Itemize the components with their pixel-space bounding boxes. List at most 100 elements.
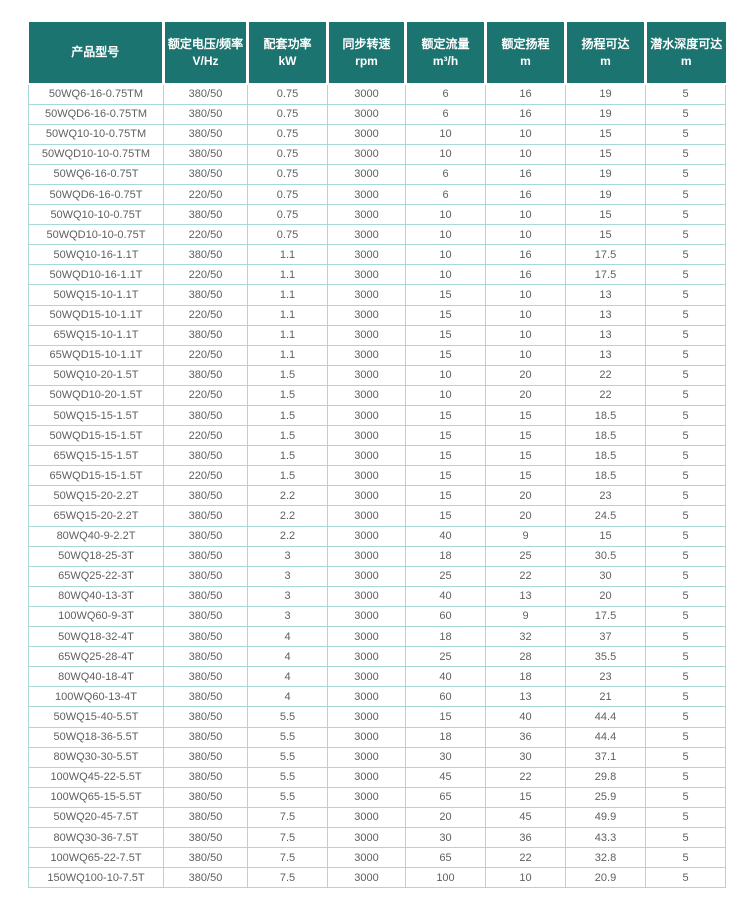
table-row: 50WQ10-10-0.75T 380/50 0.75 3000 10 10 15 5 <box>28 204 726 226</box>
table-cell: 15 <box>485 404 566 427</box>
table-cell: 40 <box>405 585 486 607</box>
table-cell: 10 <box>405 143 486 165</box>
column-header-submersion-depth: 潜水深度可达 m <box>644 22 726 85</box>
table-cell: 0.75 <box>247 83 328 105</box>
table-cell: 0.75 <box>247 204 328 226</box>
table-cell: 50WQ15-10-1.1T <box>28 284 164 306</box>
table-cell: 5 <box>645 143 726 165</box>
table-cell: 3000 <box>327 605 406 628</box>
table-cell: 50WQD6-16-0.75T <box>28 183 164 206</box>
table-row: 100WQ60-13-4T 380/50 4 3000 60 13 21 5 <box>28 686 726 708</box>
table-cell: 5 <box>645 344 726 366</box>
table-cell: 5 <box>645 425 726 447</box>
table-cell: 18 <box>485 666 566 688</box>
table-cell: 3000 <box>327 103 406 125</box>
table-cell: 5 <box>645 806 726 828</box>
table-cell: 5 <box>645 264 726 286</box>
table-cell: 15 <box>405 344 486 366</box>
table-cell: 80WQ30-30-5.5T <box>28 746 164 768</box>
table-cell: 37.1 <box>565 746 646 768</box>
table-cell: 220/50 <box>163 304 248 326</box>
table-cell: 100WQ65-15-5.5T <box>28 786 164 808</box>
table-cell: 220/50 <box>163 344 248 366</box>
table-cell: 7.5 <box>247 806 328 828</box>
table-cell: 1.5 <box>247 445 328 467</box>
table-row: 100WQ65-15-5.5T 380/50 5.5 3000 65 15 25.9 5 <box>28 786 726 808</box>
table-cell: 22 <box>485 766 566 788</box>
table-cell: 2.2 <box>247 525 328 547</box>
table-cell: 10 <box>485 224 566 246</box>
table-cell: 100WQ60-13-4T <box>28 686 164 708</box>
table-cell: 5 <box>645 384 726 407</box>
table-cell: 20 <box>485 485 566 507</box>
table-cell: 15 <box>565 525 646 547</box>
table-cell: 80WQ40-18-4T <box>28 666 164 688</box>
table-cell: 380/50 <box>163 847 248 869</box>
column-header-max-head: 扬程可达 m <box>564 22 646 85</box>
table-cell: 15 <box>405 425 486 447</box>
table-row: 150WQ100-10-7.5T 380/50 7.5 3000 100 10 20.9 5 <box>28 867 726 889</box>
table-cell: 50WQD15-10-1.1T <box>28 304 164 326</box>
table-cell: 16 <box>485 264 566 286</box>
table-cell: 1.5 <box>247 364 328 386</box>
table-cell: 7.5 <box>247 826 328 849</box>
table-cell: 6 <box>405 103 486 125</box>
column-title: 配套功率 <box>263 36 312 51</box>
column-header-voltage-frequency: 额定电压/频率 V/Hz <box>162 22 248 85</box>
table-cell: 5 <box>645 163 726 185</box>
table-row: 50WQ10-10-0.75TM 380/50 0.75 3000 10 10 15 5 <box>28 123 726 145</box>
column-unit: m <box>600 53 611 68</box>
table-cell: 5 <box>645 545 726 567</box>
table-cell: 10 <box>405 204 486 226</box>
table-cell: 13 <box>485 585 566 607</box>
table-cell: 15 <box>405 505 486 527</box>
table-cell: 20 <box>565 585 646 607</box>
table-cell: 0.75 <box>247 224 328 246</box>
table-cell: 40 <box>405 525 486 547</box>
table-cell: 3000 <box>327 445 406 467</box>
table-cell: 30 <box>565 565 646 587</box>
table-cell: 1.1 <box>247 264 328 286</box>
table-cell: 3000 <box>327 525 406 547</box>
table-cell: 5 <box>645 485 726 507</box>
table-cell: 1.5 <box>247 425 328 447</box>
table-cell: 50WQ20-45-7.5T <box>28 806 164 828</box>
column-unit: m <box>680 53 692 68</box>
table-cell: 1.1 <box>247 344 328 366</box>
table-row: 50WQD6-16-0.75TM 380/50 0.75 3000 6 16 19 5 <box>28 103 726 125</box>
table-cell: 1.5 <box>247 465 328 487</box>
column-unit: V/Hz <box>192 53 219 68</box>
table-cell: 5.5 <box>247 726 328 748</box>
table-cell: 65WQ15-15-1.5T <box>28 445 164 467</box>
table-cell: 380/50 <box>163 244 248 266</box>
table-cell: 3000 <box>327 123 406 145</box>
table-cell: 16 <box>485 244 566 266</box>
table-cell: 5 <box>645 204 726 226</box>
table-row: 65WQ25-22-3T 380/50 3 3000 25 22 30 5 <box>28 565 726 587</box>
table-cell: 19 <box>565 83 646 105</box>
table-cell: 16 <box>485 103 566 125</box>
table-cell: 50WQ18-25-3T <box>28 545 164 567</box>
table-row: 65WQD15-15-1.5T 220/50 1.5 3000 15 15 18.5 5 <box>28 465 726 487</box>
table-cell: 380/50 <box>163 786 248 808</box>
table-cell: 3000 <box>327 485 406 507</box>
table-cell: 380/50 <box>163 565 248 587</box>
table-cell: 5 <box>645 404 726 427</box>
table-cell: 380/50 <box>163 123 248 145</box>
column-title: 额定流量 <box>421 36 470 51</box>
table-cell: 5 <box>645 123 726 145</box>
table-cell: 15 <box>565 123 646 145</box>
table-cell: 5 <box>645 183 726 206</box>
table-cell: 15 <box>405 284 486 306</box>
table-cell: 50WQ6-16-0.75T <box>28 163 164 185</box>
table-cell: 65 <box>405 786 486 808</box>
table-cell: 5 <box>645 364 726 386</box>
table-cell: 4 <box>247 666 328 688</box>
table-cell: 19 <box>565 183 646 206</box>
table-cell: 3000 <box>327 806 406 828</box>
table-cell: 220/50 <box>163 264 248 286</box>
table-cell: 10 <box>485 204 566 226</box>
table-row: 80WQ30-36-7.5T 380/50 7.5 3000 30 36 43.3 5 <box>28 826 726 849</box>
table-cell: 5 <box>645 83 726 105</box>
table-cell: 380/50 <box>163 706 248 728</box>
